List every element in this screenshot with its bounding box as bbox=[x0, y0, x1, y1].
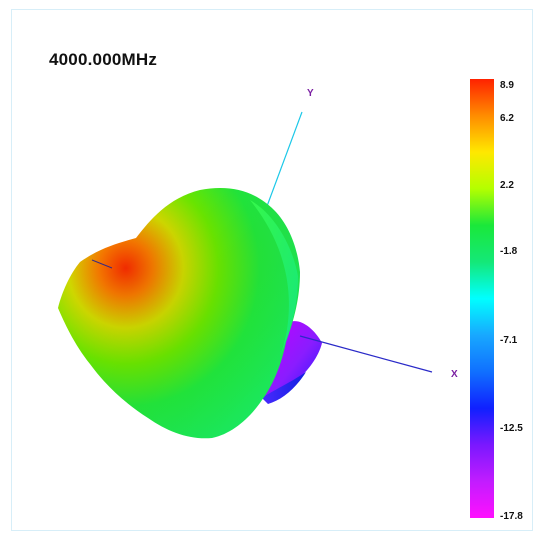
colorbar-tick-neg-12-5: -12.5 bbox=[500, 423, 523, 434]
back-lobe bbox=[262, 321, 322, 400]
colorbar-tick-2-2: 2.2 bbox=[500, 180, 514, 191]
y-axis-label: Y bbox=[307, 88, 314, 99]
colorbar-tick-neg-17-8: -17.8 bbox=[500, 511, 523, 522]
colorbar-tick-neg-1-8: -1.8 bbox=[500, 246, 518, 257]
colorbar-tick-8-9: 8.9 bbox=[500, 80, 514, 91]
gain-colorbar bbox=[470, 79, 494, 518]
back-lobe-lower bbox=[262, 372, 306, 404]
right-ridge bbox=[250, 200, 298, 356]
x-axis-label: X bbox=[451, 369, 458, 380]
colorbar-tick-neg-7-1: -7.1 bbox=[500, 335, 518, 346]
frequency-title: 4000.000MHz bbox=[49, 50, 158, 69]
z-axis-stub bbox=[91, 259, 113, 269]
main-lobe-shading bbox=[58, 188, 300, 439]
x-axis-line bbox=[299, 335, 433, 373]
colorbar-tick-6-2: 6.2 bbox=[500, 113, 514, 124]
